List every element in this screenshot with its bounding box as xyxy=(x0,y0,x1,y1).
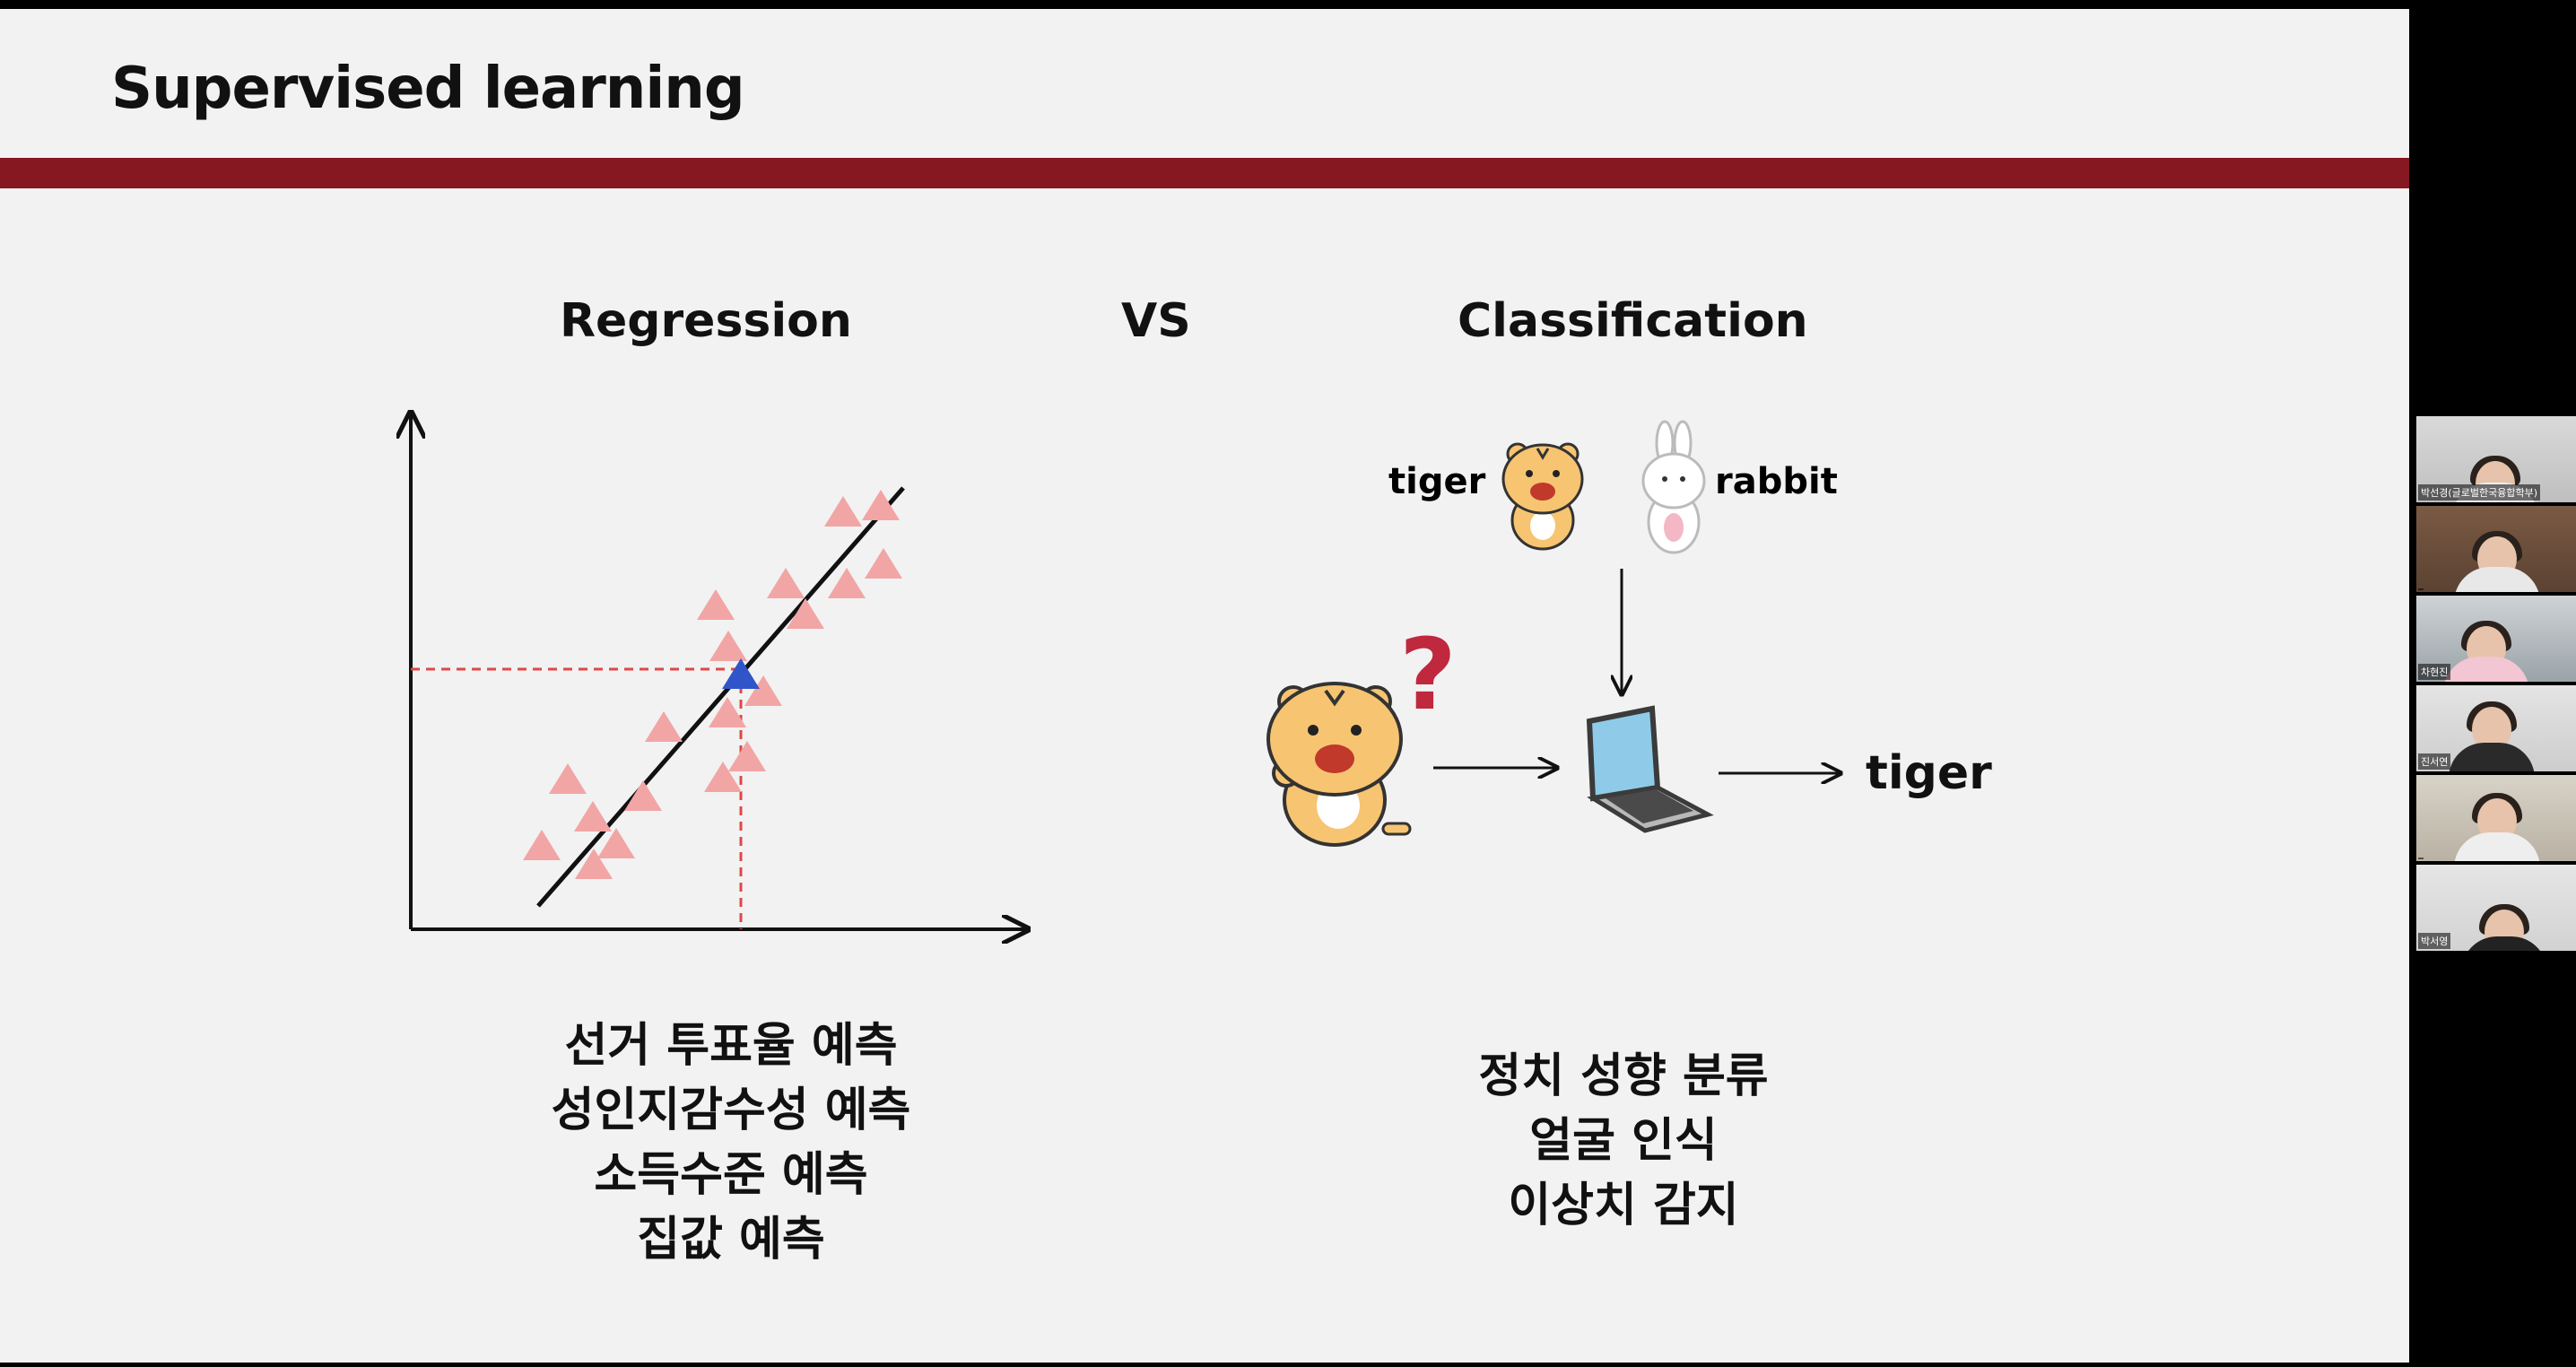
data-point xyxy=(697,589,735,620)
participant-tile[interactable]: 차현진 xyxy=(2416,596,2576,682)
participant-name: 차현진 xyxy=(2418,664,2451,680)
participant-name: 박서영 xyxy=(2418,933,2451,949)
participant-name: 박선경(글로벌한국융합학부) xyxy=(2418,484,2541,501)
input-tiger-icon xyxy=(1266,682,1412,847)
data-point xyxy=(824,496,862,527)
classification-example: 이상치 감지 xyxy=(1508,1179,1739,1232)
data-point xyxy=(787,598,824,629)
regression-examples: 선거 투표율 예측 성인지감수성 예측 소득수준 예측 집값 예측 xyxy=(498,1014,964,1272)
class-label-rabbit: rabbit xyxy=(1715,461,1838,502)
participant-tile[interactable] xyxy=(2416,506,2576,592)
data-point xyxy=(704,762,742,792)
data-point xyxy=(767,568,805,598)
regression-example: 성인지감수성 예측 xyxy=(551,1084,911,1137)
classification-heading: Classification xyxy=(1458,294,1808,348)
participant-tile[interactable]: 박서영 xyxy=(2416,865,2576,951)
data-point xyxy=(828,568,866,598)
vs-label: VS xyxy=(1121,294,1191,348)
slide-title: Supervised learning xyxy=(111,56,745,122)
laptop-icon xyxy=(1586,705,1714,833)
regression-example: 집값 예측 xyxy=(637,1213,825,1267)
regression-example: 소득수준 예측 xyxy=(594,1148,868,1202)
regression-example: 선거 투표율 예측 xyxy=(564,1019,898,1073)
data-point xyxy=(865,548,902,579)
participant-name xyxy=(2418,588,2424,590)
participant-tile[interactable] xyxy=(2416,775,2576,861)
title-divider-bar xyxy=(0,158,2409,188)
data-point xyxy=(575,849,613,879)
data-point xyxy=(645,711,683,742)
data-points xyxy=(523,490,902,879)
regression-heading: Regression xyxy=(560,294,852,348)
data-point xyxy=(549,763,587,794)
regression-plot xyxy=(411,413,1028,929)
participant-gallery: 박선경(글로벌한국융합학부) 차현진 진서연 박서영 xyxy=(2411,413,2576,960)
data-point xyxy=(709,631,747,661)
rabbit-icon xyxy=(1641,420,1706,554)
classification-examples: 정치 성향 분류 얼굴 인식 이상치 감지 xyxy=(1399,1044,1848,1238)
data-point xyxy=(624,780,662,811)
question-mark: ? xyxy=(1399,617,1457,732)
regression-line xyxy=(536,486,905,908)
presentation-slide: Supervised learning Regression VS Classi… xyxy=(0,9,2409,1363)
predicted-point xyxy=(722,658,760,689)
tiger-icon xyxy=(1501,442,1584,551)
output-label: tiger xyxy=(1866,746,1992,800)
slide-graphics: tiger xyxy=(0,9,2409,1363)
data-point xyxy=(597,828,635,858)
participant-name xyxy=(2418,858,2424,859)
class-label-tiger: tiger xyxy=(1388,461,1486,502)
participant-tile[interactable]: 박선경(글로벌한국융합학부) xyxy=(2416,416,2576,502)
participant-name: 진서연 xyxy=(2418,753,2451,770)
data-point xyxy=(709,697,746,727)
participant-tile[interactable]: 진서연 xyxy=(2416,685,2576,771)
classification-example: 얼굴 인식 xyxy=(1529,1114,1718,1168)
data-point xyxy=(744,675,782,706)
classification-example: 정치 성향 분류 xyxy=(1478,1049,1769,1103)
classification-diagram: tiger xyxy=(1266,420,1841,847)
data-point xyxy=(574,801,612,832)
data-point xyxy=(728,741,766,771)
data-point xyxy=(523,830,561,860)
data-point xyxy=(862,490,900,520)
